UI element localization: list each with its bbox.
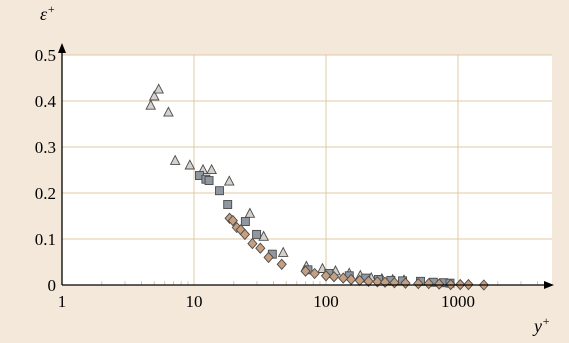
- data-point-diamond: [363, 275, 374, 287]
- data-point-square: [223, 200, 233, 209]
- y-tick-label: 0.1: [35, 230, 56, 249]
- data-point-diamond: [263, 251, 274, 264]
- data-point-triangle: [184, 159, 196, 170]
- data-point-diamond: [372, 276, 383, 288]
- data-point-diamond: [338, 272, 349, 284]
- tick-labels: 0 0.1 0.2 0.3 0.4 0.5 1 10 100 1000: [35, 46, 475, 311]
- gridlines: [62, 54, 552, 285]
- data-point-diamond: [227, 214, 238, 227]
- data-point-triangle: [244, 207, 256, 218]
- plot-area: [62, 55, 552, 285]
- x-tick-label: 1: [58, 292, 67, 311]
- data-point-diamond: [423, 277, 434, 290]
- y-tick-label: 0.5: [35, 46, 56, 65]
- data-point-triangle: [163, 106, 174, 117]
- data-point-diamond: [276, 258, 287, 270]
- data-point-diamond: [247, 237, 258, 250]
- y-tick-label: 0.3: [35, 138, 56, 157]
- x-axis-title: y+: [532, 314, 550, 336]
- y-tick-label: 0.4: [35, 92, 57, 111]
- data-point-diamond: [239, 228, 251, 241]
- y-axis-arrow: [58, 43, 66, 53]
- y-tick-label: 0: [48, 276, 57, 295]
- series-diamond: [224, 212, 489, 291]
- data-point-diamond: [300, 265, 311, 277]
- axes: [58, 43, 554, 289]
- data-point-square: [215, 186, 224, 196]
- data-point-diamond: [309, 267, 320, 280]
- y-axis-title: ε+: [40, 2, 55, 24]
- data-point-triangle: [153, 83, 165, 94]
- data-point-diamond: [255, 242, 266, 254]
- data-point-diamond: [328, 271, 340, 283]
- data-point-triangle: [206, 163, 217, 175]
- data-point-triangle: [277, 246, 289, 257]
- data-series: [145, 83, 489, 291]
- data-point-square: [252, 229, 262, 239]
- data-point-triangle: [258, 230, 269, 241]
- x-axis-arrow: [544, 281, 554, 289]
- x-tick-label: 1000: [441, 292, 475, 311]
- x-tick-label: 10: [186, 292, 203, 311]
- data-point-diamond: [400, 277, 411, 289]
- data-point-square: [204, 176, 214, 186]
- data-point-triangle: [169, 154, 181, 165]
- data-point-triangle: [148, 90, 160, 101]
- x-tick-label: 100: [313, 292, 339, 311]
- data-point-diamond: [434, 278, 445, 290]
- data-point-triangle: [145, 99, 157, 110]
- data-point-triangle: [223, 175, 235, 186]
- data-point-diamond: [413, 277, 424, 290]
- data-point-diamond: [320, 270, 332, 282]
- data-point-square: [240, 217, 250, 226]
- y-tick-label: 0.2: [35, 184, 56, 203]
